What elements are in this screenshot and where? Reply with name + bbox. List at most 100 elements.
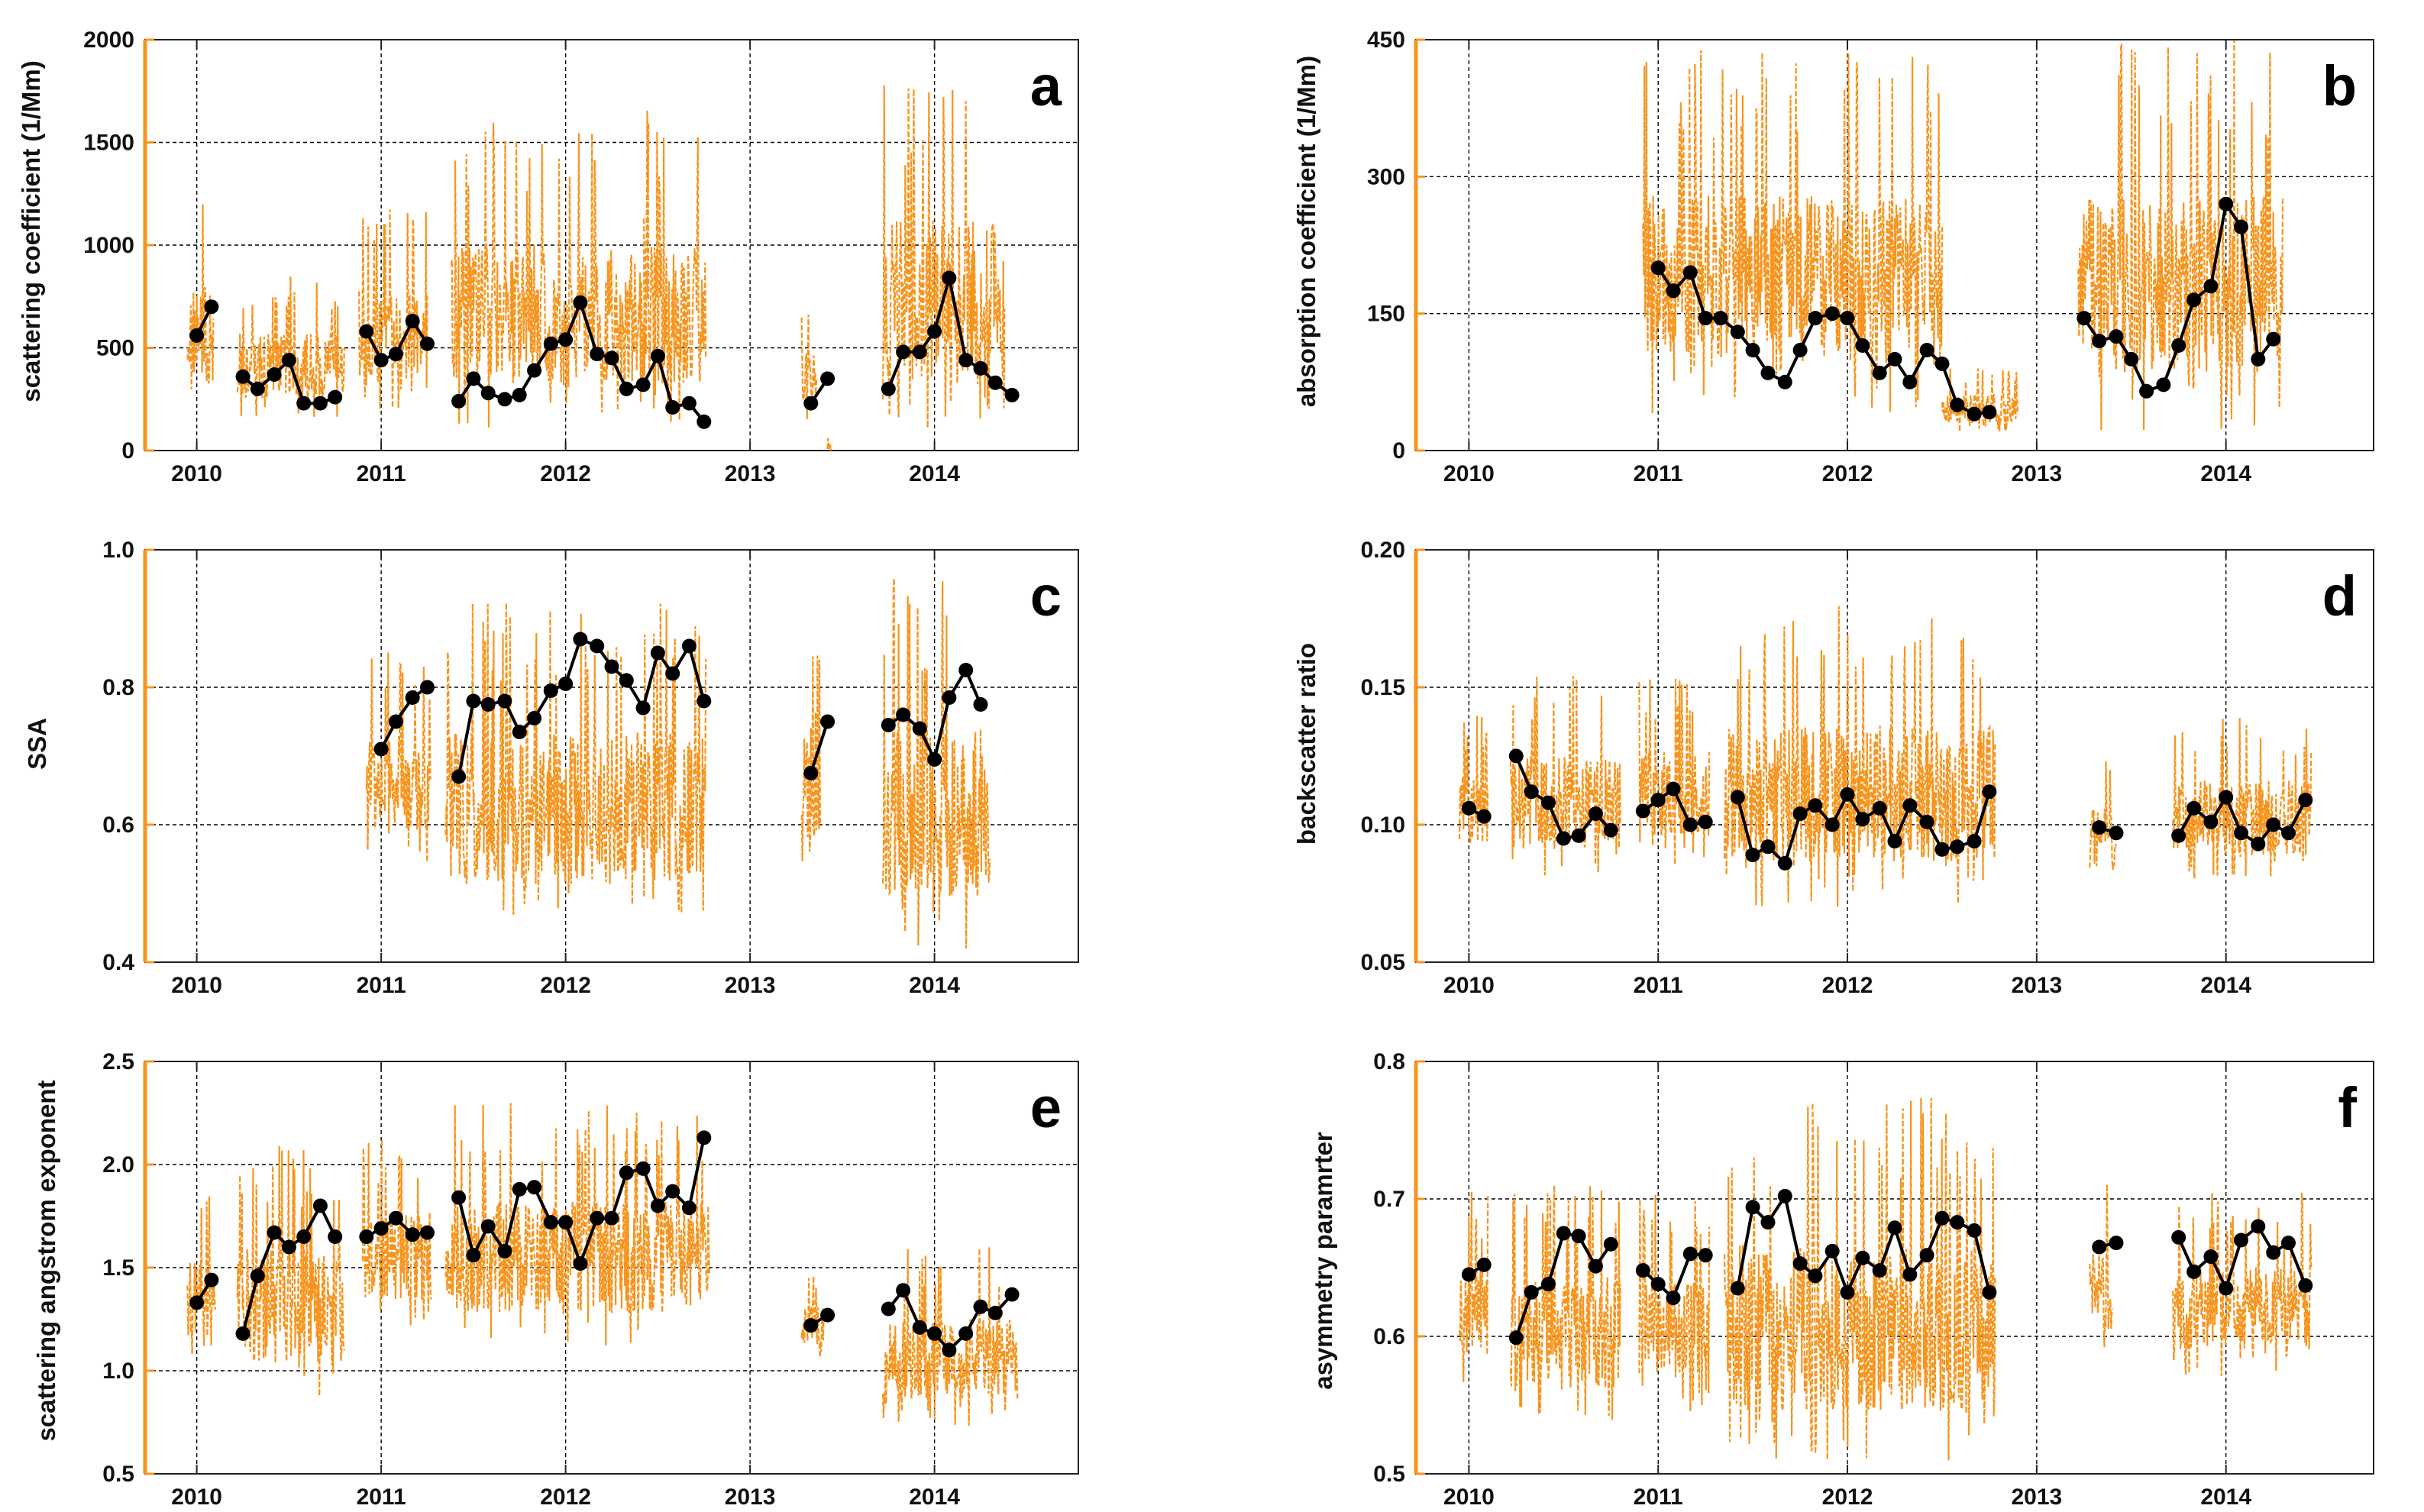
panel-a: scattering coefficient (1/Mm) 2010 2011 20… xyxy=(17,27,1079,486)
panel-d-monthly-point-5-4 xyxy=(2234,825,2248,841)
panel-a-monthly-point-2-3 xyxy=(405,314,420,328)
panel-d-monthly-point-2-4 xyxy=(1698,814,1713,829)
panel-c-monthly-point-1-1 xyxy=(466,693,481,709)
panel-e-monthly-point-3-11 xyxy=(619,1165,634,1181)
panel-d-x-tick-label-4: 2014 xyxy=(2200,973,2251,998)
panel-f-monthly-point-1-0 xyxy=(1508,1330,1524,1346)
panel-d-monthly-point-3-12 xyxy=(1919,814,1934,829)
panel-e-daily-series-0 xyxy=(186,1196,216,1354)
panel-b-monthly-point-0-13 xyxy=(1855,338,1870,353)
panel-d-plot-frame xyxy=(1415,549,2374,963)
panel-b-x-tick-label-0: 2010 xyxy=(1443,461,1495,486)
panel-c-x-tick-label-2: 2012 xyxy=(540,973,591,998)
panel-a-y-tick-label-0: 0 xyxy=(121,438,134,464)
panel-e-monthly-point-2-0 xyxy=(359,1229,374,1244)
panel-b-monthly-point-0-2 xyxy=(1682,265,1698,280)
panel-e-x-tick-label-3: 2013 xyxy=(725,1485,776,1510)
panel-f-monthly-point-3-6 xyxy=(1824,1243,1840,1258)
panel-c-monthly-point-1-15 xyxy=(681,638,696,654)
panel-a-monthly-point-3-0 xyxy=(451,393,467,409)
panel-e-monthly-point-1-0 xyxy=(235,1326,250,1341)
panel-d-monthly-point-3-5 xyxy=(1808,798,1823,813)
panel-f-daily-series-3 xyxy=(1723,1097,1996,1461)
panel-f-monthly-point-4-1 xyxy=(2109,1236,2124,1251)
panel-c-daily-series-0 xyxy=(365,652,432,862)
panel-e-monthly-point-3-6 xyxy=(543,1215,558,1230)
panel-c-monthly-point-1-10 xyxy=(604,659,619,674)
panel-f-x-tick-label-0: 2010 xyxy=(1443,1485,1495,1510)
panel-e-monthly-point-3-1 xyxy=(466,1248,481,1263)
panel-a-monthly-point-3-13 xyxy=(650,348,665,363)
panel-d-x-tick-label-1: 2011 xyxy=(1634,973,1683,998)
panel-d-monthly-point-5-8 xyxy=(2298,793,2313,808)
panel-a-monthly-point-3-11 xyxy=(619,381,634,396)
panel-b-monthly-point-0-12 xyxy=(1840,311,1855,326)
panel-f-daily-series-2 xyxy=(1638,1194,1711,1412)
panel-c-monthly-point-1-12 xyxy=(635,700,651,716)
panel-a-y-tick-label-1: 500 xyxy=(96,336,134,361)
panel-e-monthly-point-3-16 xyxy=(696,1130,712,1145)
panel-c-monthly-point-2-0 xyxy=(803,766,819,780)
panel-a-monthly-point-1-3 xyxy=(281,353,296,368)
panel-d-monthly-point-5-3 xyxy=(2219,790,2234,805)
panel-f-y-tick-label-2: 0.7 xyxy=(1373,1187,1405,1212)
panel-f-monthly-point-1-4 xyxy=(1571,1229,1586,1244)
panel-c-monthly-point-3-1 xyxy=(896,707,911,722)
panel-e-monthly-point-5-5 xyxy=(958,1326,974,1341)
panel-f-y-tick-label-0: 0.5 xyxy=(1373,1462,1405,1487)
panel-e-x-tick-label-2: 2012 xyxy=(540,1485,591,1510)
panel-d-monthly-point-3-15 xyxy=(1967,834,1982,849)
panel-e: scattering angstrom exponent 2010 2011 201… xyxy=(32,1049,1079,1510)
panel-d-y-tick-label-2: 0.15 xyxy=(1361,675,1405,700)
panel-c-y-tick-label-1: 0.6 xyxy=(102,813,134,838)
panel-f-monthly-point-5-8 xyxy=(2298,1278,2313,1293)
panel-a-monthly-point-2-1 xyxy=(373,353,389,368)
panel-b: absorption coefficient (1/Mm) 2010 2011 20… xyxy=(1292,27,2374,486)
panel-f-daily-series-1 xyxy=(1509,1185,1621,1420)
panel-b-monthly-point-0-8 xyxy=(1777,374,1792,389)
panel-f-monthly-point-3-3 xyxy=(1777,1188,1792,1203)
panel-c-ylabel: SSA xyxy=(23,718,51,770)
panel-e-monthly-point-3-3 xyxy=(497,1243,512,1258)
panel-b-monthly-point-1-11 xyxy=(2251,351,2266,367)
panel-e-daily-series-2 xyxy=(361,1139,432,1326)
panel-e-monthly-point-5-3 xyxy=(927,1326,942,1341)
panel-a-monthly-point-3-7 xyxy=(558,332,574,347)
panel-f-monthly-point-5-0 xyxy=(2171,1229,2186,1245)
panel-c-x-tick-label-0: 2010 xyxy=(171,973,222,998)
panel-b-monthly-point-0-20 xyxy=(1967,406,1982,422)
panel-b-monthly-point-0-6 xyxy=(1745,343,1760,357)
panel-b-monthly-point-0-1 xyxy=(1666,283,1681,299)
panel-f-monthly-point-5-3 xyxy=(2219,1281,2234,1296)
panel-e-monthly-point-2-2 xyxy=(388,1210,403,1226)
panel-e-monthly-point-1-6 xyxy=(328,1229,343,1244)
panel-d-monthly-point-3-4 xyxy=(1792,806,1808,822)
panel-b-y-tick-label-0: 0 xyxy=(1392,438,1405,464)
panel-d-monthly-point-3-6 xyxy=(1824,817,1840,832)
panel-f-monthly-point-1-6 xyxy=(1603,1236,1618,1252)
panel-a-x-tick-label-2: 2012 xyxy=(540,461,591,486)
panel-d-monthly-point-0-0 xyxy=(1461,800,1476,816)
panel-b-y-tick-label-3: 450 xyxy=(1367,27,1405,53)
panel-d-monthly-point-3-11 xyxy=(1902,798,1918,813)
panel-f-ylabel: asymmetry paramrter xyxy=(1309,1132,1337,1390)
panel-b-monthly-point-1-10 xyxy=(2234,219,2248,234)
panel-a-monthly-point-5-7 xyxy=(987,375,1003,390)
panel-d-monthly-point-1-4 xyxy=(1571,828,1586,843)
panel-c-monthly-point-3-2 xyxy=(912,721,927,736)
panel-a-daily-series-6 xyxy=(826,438,832,451)
panel-c-monthly-point-0-3 xyxy=(420,680,435,695)
panel-f-monthly-point-3-0 xyxy=(1730,1281,1745,1296)
panel-e-monthly-point-4-0 xyxy=(803,1318,819,1333)
panel-f-x-tick-label-3: 2013 xyxy=(2011,1485,2062,1510)
panel-b-monthly-point-1-2 xyxy=(2109,329,2124,344)
panel-f-monthly-point-3-14 xyxy=(1950,1215,1965,1230)
panel-a-x-tick-label-4: 2014 xyxy=(909,461,960,486)
panel-e-monthly-point-2-1 xyxy=(373,1221,389,1236)
panel-f-daily-series-4 xyxy=(2089,1184,2114,1348)
panel-e-monthly-point-3-0 xyxy=(451,1190,467,1205)
panel-a-y-tick-label-3: 1500 xyxy=(83,131,134,156)
panel-f-monthly-point-3-11 xyxy=(1902,1267,1918,1282)
panel-a-monthly-point-5-4 xyxy=(942,270,957,286)
panel-e-monthly-point-5-0 xyxy=(881,1301,896,1317)
